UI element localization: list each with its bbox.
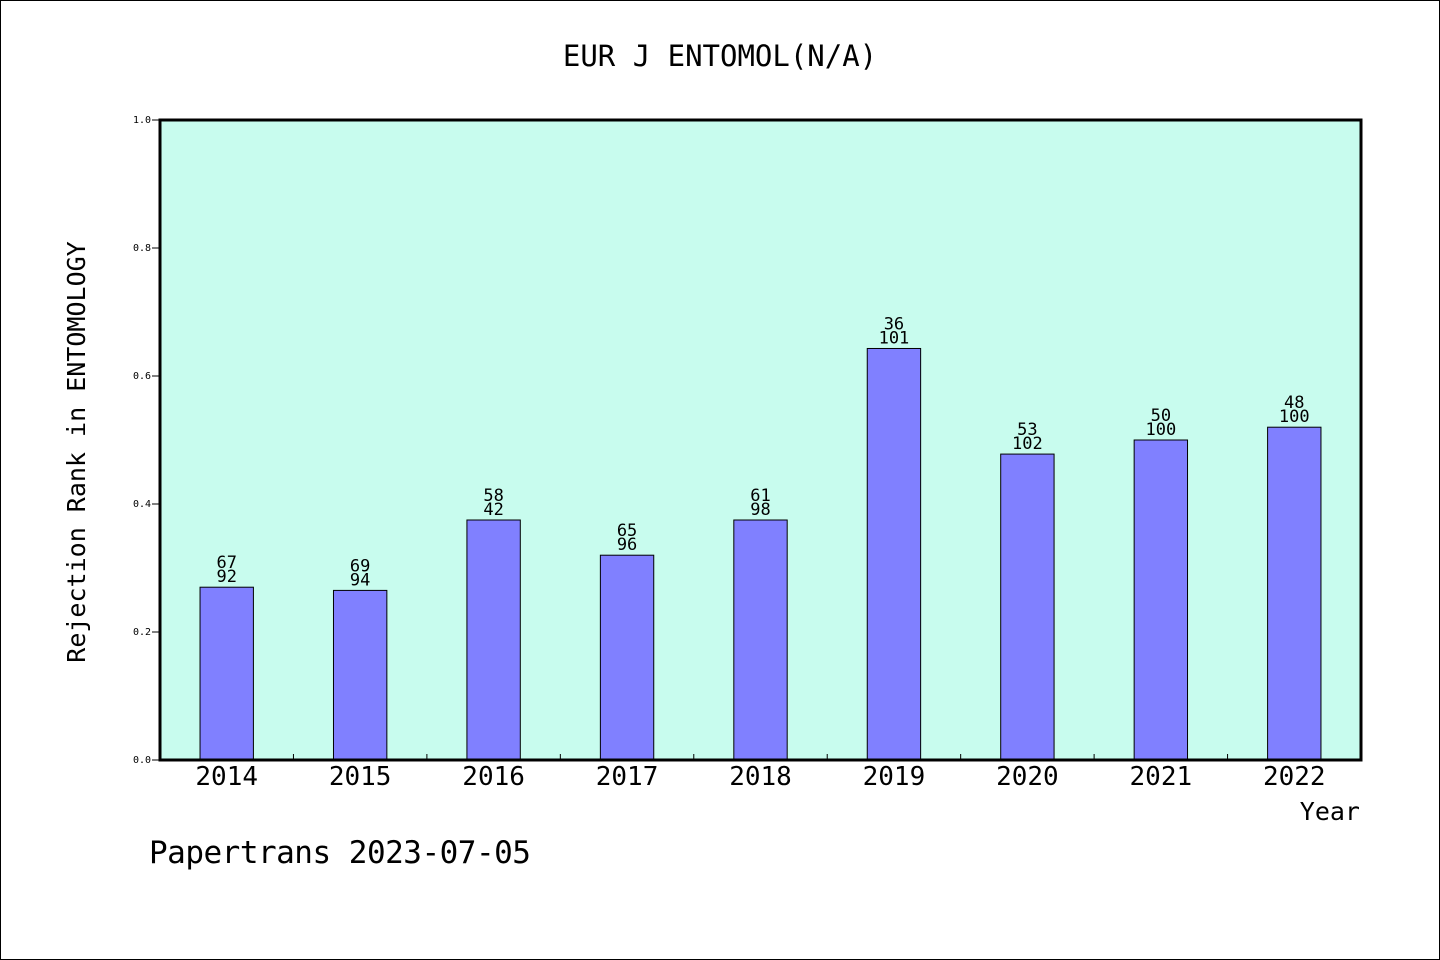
bar-label-top: 36 — [884, 314, 904, 334]
bar-2022 — [1267, 426, 1322, 761]
bar-2019 — [866, 347, 922, 761]
x-tick-label: 2020 — [996, 762, 1059, 792]
bar-label-bottom: 42 — [483, 500, 503, 520]
bar-label-top: 58 — [483, 486, 503, 506]
x-tick-label: 2017 — [596, 762, 659, 792]
bar-label-bottom: 92 — [216, 567, 236, 587]
bar-2021 — [1133, 439, 1189, 761]
bar-label-bottom: 100 — [1279, 407, 1310, 427]
y-axis: 0.0 0.2 0.4 0.6 0.8 1.0 — [133, 115, 160, 766]
bar-label-bottom: 94 — [350, 570, 370, 590]
bar-2014 — [199, 586, 254, 761]
x-tick-label: 2014 — [195, 762, 258, 792]
bar-label-top: 50 — [1151, 406, 1171, 426]
bar-label-bottom: 101 — [879, 328, 910, 348]
bar-label-bottom: 102 — [1012, 434, 1043, 454]
plot-border — [158, 118, 1363, 762]
bar-label-top: 53 — [1017, 420, 1037, 440]
bar-label-bottom: 100 — [1145, 420, 1176, 440]
bar-label-bottom: 98 — [750, 500, 770, 520]
bar-label-bottom: 96 — [617, 535, 637, 555]
chart-title: EUR J ENTOMOL(N/A) — [563, 39, 877, 73]
y-tick-label: 0.2 — [133, 627, 151, 638]
bar-2015 — [332, 589, 388, 761]
y-tick-label: 1.0 — [133, 115, 151, 126]
x-tick-label: 2019 — [863, 762, 926, 792]
bar-2020 — [1000, 453, 1055, 761]
bar-label-top: 65 — [617, 521, 637, 541]
y-tick-label: 0.0 — [133, 755, 151, 766]
x-tick-label: 2015 — [329, 762, 392, 792]
footer-credit: Papertrans 2023-07-05 — [149, 835, 531, 871]
x-tick-label: 2021 — [1130, 762, 1193, 792]
bar-label-top: 48 — [1284, 393, 1304, 413]
x-tick-label: 2018 — [729, 762, 792, 792]
y-tick-label: 0.6 — [133, 371, 151, 382]
bar-2016 — [466, 519, 521, 761]
bar-2017 — [599, 554, 655, 761]
x-tick-label: 2016 — [462, 762, 525, 792]
x-axis: 2014 2015 2016 2017 2018 2019 2020 2021 2022 — [195, 754, 1326, 792]
bar-2018 — [733, 519, 788, 761]
bars-layer — [199, 347, 1322, 761]
x-tick-label: 2022 — [1263, 762, 1326, 792]
bar-label-top: 67 — [216, 553, 236, 573]
bar-label-top: 69 — [350, 556, 370, 576]
bar-label-top: 61 — [750, 486, 770, 506]
y-tick-label: 0.4 — [133, 499, 151, 510]
y-tick-label: 0.8 — [133, 243, 151, 254]
y-axis-label: Rejection Rank in ENTOMOLOGY — [62, 241, 91, 662]
x-axis-label: Year — [1300, 797, 1360, 826]
